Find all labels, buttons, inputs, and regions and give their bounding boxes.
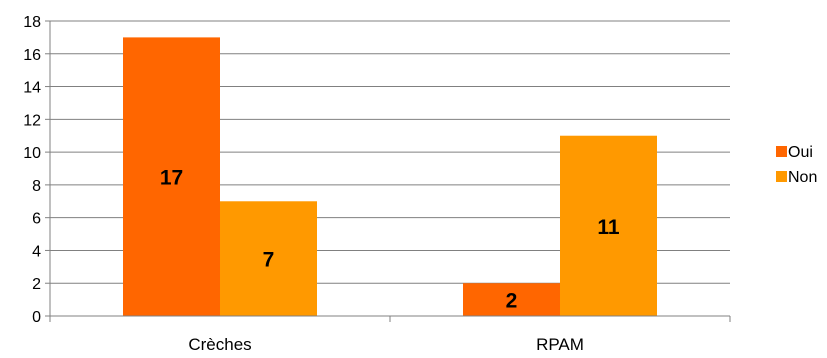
x-axis-category-labels: Crèches RPAM <box>188 335 584 354</box>
data-label: 2 <box>506 290 518 313</box>
x-category-label: RPAM <box>536 335 584 354</box>
legend-label-oui: Oui <box>788 144 813 161</box>
bar-oui-1 <box>123 37 220 317</box>
legend: Oui Non <box>776 144 817 186</box>
data-labels: 17 7 2 11 <box>160 167 620 313</box>
legend-swatch-non <box>776 171 787 182</box>
y-tick-label: 8 <box>32 178 41 195</box>
data-label: 7 <box>263 249 275 272</box>
y-tick-label: 16 <box>23 47 41 64</box>
legend-swatch-oui <box>776 146 787 157</box>
y-tick-label: 6 <box>32 211 41 228</box>
y-axis-tick-labels: 0 2 4 6 8 10 12 14 16 18 <box>23 14 41 326</box>
y-tick-label: 4 <box>32 243 41 260</box>
y-tick-label: 2 <box>32 276 41 293</box>
bars <box>123 37 657 317</box>
axes <box>45 20 731 322</box>
bar-non-2 <box>560 135 657 316</box>
y-tick-label: 10 <box>23 145 41 162</box>
data-label: 17 <box>160 167 183 190</box>
data-label: 11 <box>597 216 620 239</box>
y-tick-label: 18 <box>23 14 41 31</box>
bar-non-1 <box>220 201 317 316</box>
y-tick-label: 12 <box>23 112 41 129</box>
bar-oui-2 <box>463 283 560 316</box>
y-tick-label: 14 <box>23 80 41 97</box>
legend-label-non: Non <box>788 169 817 186</box>
y-tick-label: 0 <box>32 309 41 326</box>
x-category-label: Crèches <box>188 335 251 354</box>
